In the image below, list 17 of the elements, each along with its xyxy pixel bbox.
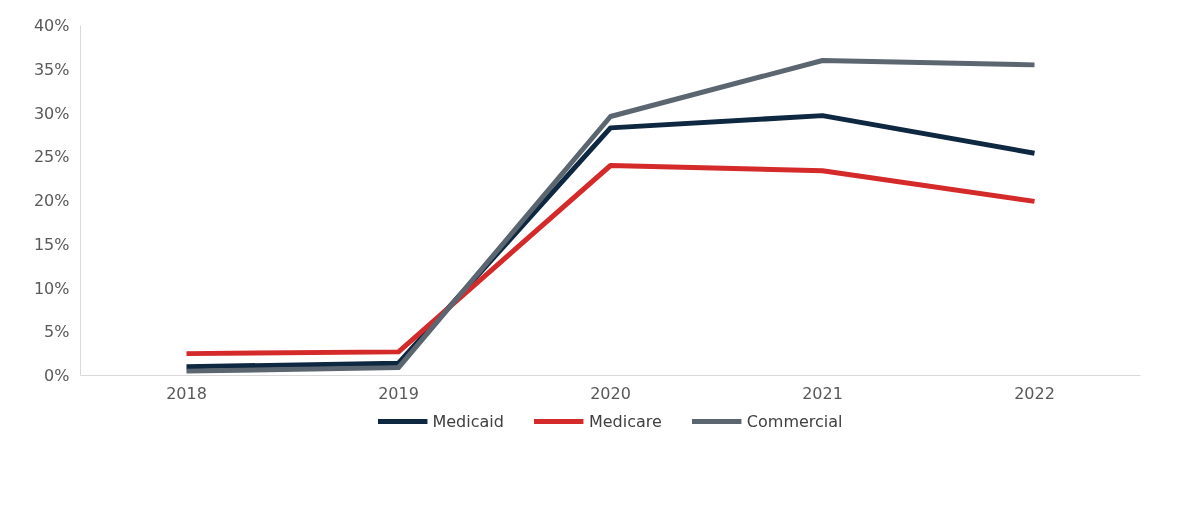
x-tick-label: 2020: [590, 383, 631, 403]
x-tick-label: 2021: [802, 383, 843, 403]
x-tick-label: 2022: [1014, 383, 1055, 403]
y-tick-label: 20%: [33, 191, 70, 210]
y-tick-label: 5%: [44, 322, 70, 342]
y-tick-label: 40%: [33, 16, 70, 35]
x-tick-label: 2018: [166, 383, 207, 403]
y-tick-label: 25%: [33, 147, 70, 167]
x-tick-label: 2019: [378, 383, 419, 403]
y-tick-label: 15%: [33, 234, 70, 254]
y-tick-label: 30%: [33, 103, 70, 123]
legend-label: Commercial: [746, 411, 843, 431]
legend-label: Medicare: [588, 411, 662, 431]
legend-label: Medicaid: [432, 411, 504, 431]
y-tick-label: 35%: [33, 59, 70, 79]
y-tick-label: 10%: [33, 278, 70, 298]
y-tick-label: 0%: [44, 366, 70, 385]
